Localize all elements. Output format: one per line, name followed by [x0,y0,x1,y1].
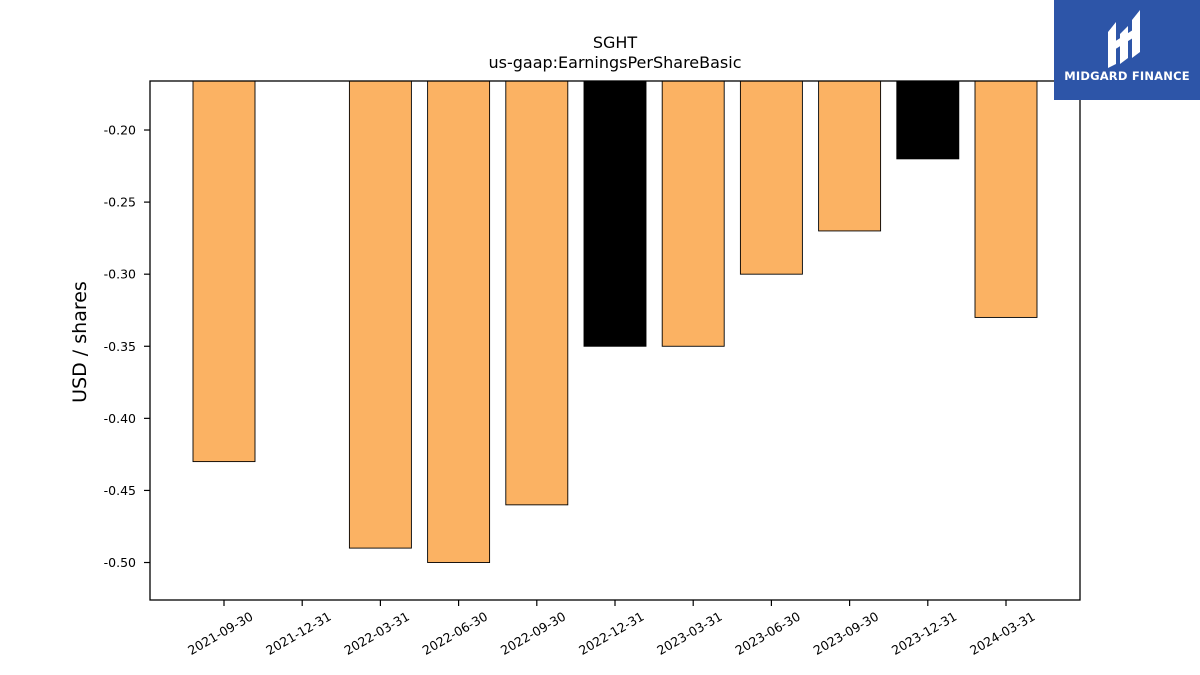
bar-2023-09-30 [818,80,882,232]
x-tick-label: 2022-06-30 [420,609,490,658]
bar-2022-09-30 [505,80,569,506]
brand-logo: MIDGARD FINANCE [1054,0,1200,100]
y-tick-label: -0.35 [104,339,136,354]
bar-2022-12-31 [583,80,647,347]
bar-2022-03-31 [348,80,412,549]
x-tick-label: 2023-12-31 [889,609,959,658]
bar-2021-09-30 [192,80,256,463]
logo-icon [1108,10,1140,68]
bar-2023-03-31 [661,80,725,347]
x-tick-label: 2022-09-30 [498,609,568,658]
y-axis: -0.20 -0.25 -0.30 -0.35 -0.40 -0.45 -0.50 [104,123,150,570]
y-tick-label: -0.50 [104,555,136,570]
logo-text: MIDGARD FINANCE [1064,69,1190,83]
bar-2023-06-30 [739,80,803,275]
x-tick-label: 2023-09-30 [811,609,881,658]
y-tick-label: -0.45 [104,483,136,498]
y-tick-label: -0.25 [104,195,136,210]
bar-2023-12-31 [896,80,960,160]
y-tick-label: -0.30 [104,267,136,282]
y-tick-label: -0.40 [104,411,136,426]
x-axis: 2021-09-30 2021-12-31 2022-03-31 2022-06-30… [185,600,1038,658]
bars-group [192,80,1038,563]
x-tick-label: 2024-03-31 [967,609,1037,658]
chart-subtitle: us-gaap:EarningsPerShareBasic [488,53,741,72]
x-tick-label: 2022-12-31 [576,609,646,658]
chart-title: SGHT [593,33,638,52]
x-tick-label: 2021-12-31 [263,609,333,658]
x-tick-label: 2023-06-30 [732,609,802,658]
y-axis-label: USD / shares [69,281,91,403]
bar-2024-03-31 [974,80,1038,318]
bar-2022-06-30 [427,80,491,563]
y-tick-label: -0.20 [104,123,136,138]
x-tick-label: 2021-09-30 [185,609,255,658]
x-tick-label: 2023-03-31 [654,609,724,658]
x-tick-label: 2022-03-31 [341,609,411,658]
